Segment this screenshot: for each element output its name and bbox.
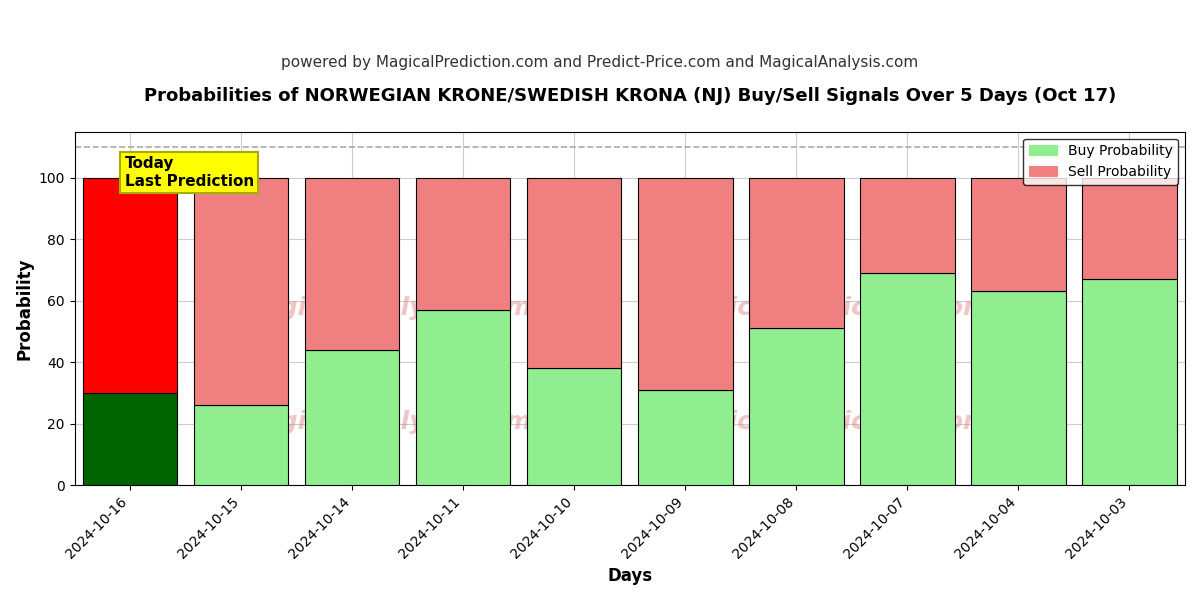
Bar — [527, 178, 622, 368]
Bar — [971, 178, 1066, 292]
Bar — [83, 178, 178, 393]
Bar — [194, 405, 288, 485]
Bar — [305, 350, 400, 485]
Bar — [860, 273, 955, 485]
Bar — [83, 393, 178, 485]
Text: MagicalPrediction.com: MagicalPrediction.com — [670, 296, 990, 320]
Bar — [971, 292, 1066, 485]
X-axis label: Days: Days — [607, 567, 653, 585]
Bar — [1082, 178, 1177, 279]
Text: Today
Last Prediction: Today Last Prediction — [125, 156, 254, 188]
Legend: Buy Probability, Sell Probability: Buy Probability, Sell Probability — [1024, 139, 1178, 185]
Y-axis label: Probability: Probability — [16, 257, 34, 359]
Bar — [749, 178, 844, 328]
Bar — [194, 178, 288, 405]
Bar — [638, 178, 732, 390]
Text: MagicalAnalysis.com: MagicalAnalysis.com — [239, 296, 533, 320]
Title: Probabilities of NORWEGIAN KRONE/SWEDISH KRONA (NJ) Buy/Sell Signals Over 5 Days: Probabilities of NORWEGIAN KRONE/SWEDISH… — [144, 87, 1116, 105]
Bar — [749, 328, 844, 485]
Bar — [1082, 279, 1177, 485]
Bar — [860, 178, 955, 273]
Text: MagicalAnalysis.com: MagicalAnalysis.com — [239, 410, 533, 434]
Bar — [527, 368, 622, 485]
Bar — [638, 390, 732, 485]
Bar — [416, 178, 510, 310]
Bar — [305, 178, 400, 350]
Bar — [416, 310, 510, 485]
Text: powered by MagicalPrediction.com and Predict-Price.com and MagicalAnalysis.com: powered by MagicalPrediction.com and Pre… — [281, 55, 919, 70]
Text: MagicalPrediction.com: MagicalPrediction.com — [670, 410, 990, 434]
